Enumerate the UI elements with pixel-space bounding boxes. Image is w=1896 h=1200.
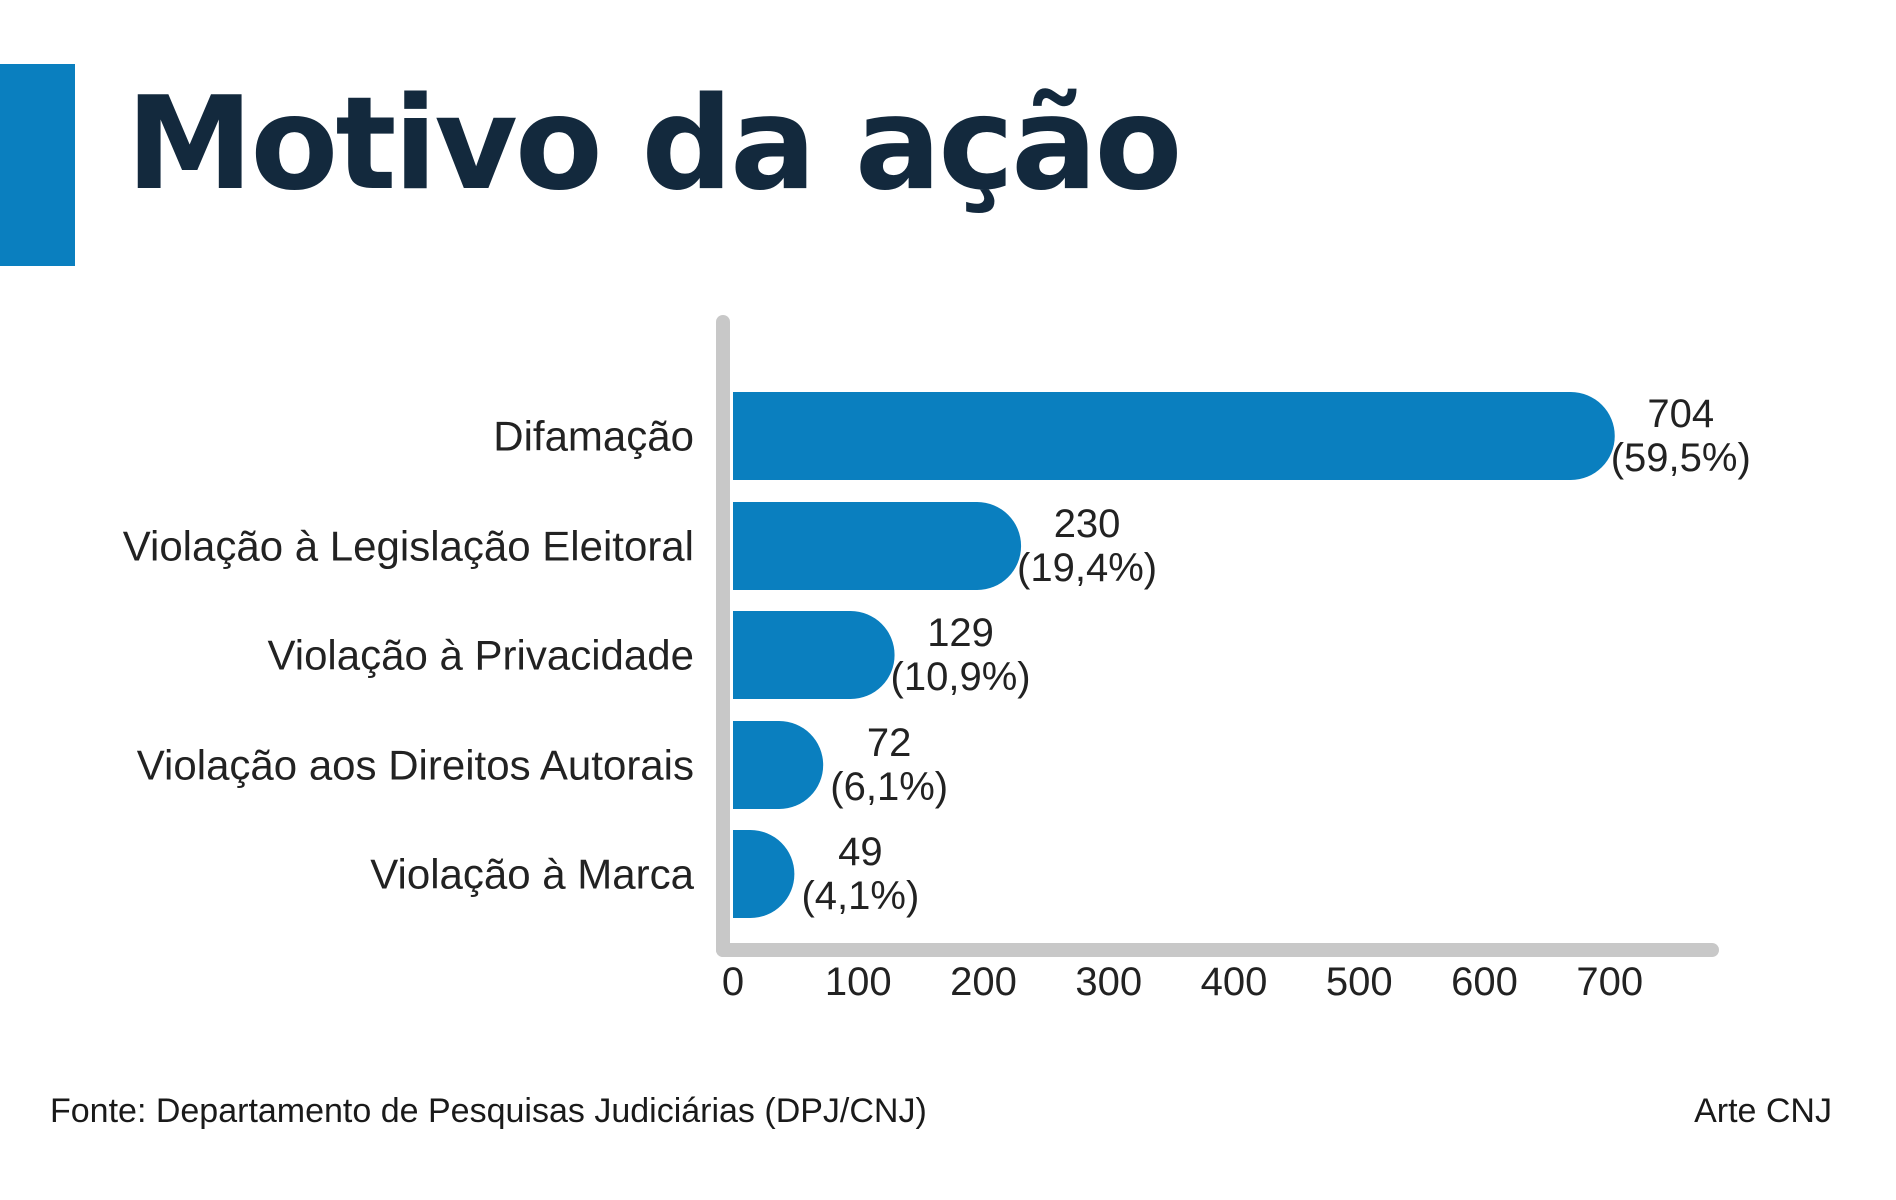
percent-label-4: (6,1%) [830,765,948,809]
bar-4 [733,721,824,809]
bar-5 [733,830,795,918]
value-label-1: 704 [1647,392,1714,436]
percent-label-1: (59,5%) [1611,436,1751,480]
x-tick-label-500: 500 [1326,960,1393,1004]
category-label-2: Violação à Legislação Eleitoral [123,523,694,570]
page-title: Motivo da ação [126,70,1182,219]
source-note: Fonte: Departamento de Pesquisas Judiciá… [50,1092,927,1130]
percent-label-3: (10,9%) [891,655,1031,699]
bar-2 [733,502,1022,590]
category-label-1: Difamação [493,413,694,460]
x-tick-label-0: 0 [722,960,744,1004]
category-label-4: Violação aos Direitos Autorais [137,742,694,789]
x-tick-label-200: 200 [950,960,1017,1004]
bar-3 [733,611,895,699]
x-tick-label-300: 300 [1075,960,1142,1004]
bar-chart: Difamação 704(59,5%) Violação à Legislação… [123,315,1751,1004]
x-tick-label-700: 700 [1576,960,1643,1004]
value-label-2: 230 [1054,502,1121,546]
category-label-3: Violação à Privacidade [267,632,694,679]
x-tick-label-400: 400 [1201,960,1268,1004]
x-tick-label-600: 600 [1451,960,1518,1004]
x-tick-label-100: 100 [825,960,892,1004]
art-credit: Arte CNJ [1694,1092,1832,1130]
percent-label-5: (4,1%) [801,874,919,918]
percent-label-2: (19,4%) [1017,546,1157,590]
bar-1 [733,392,1615,480]
value-label-4: 72 [867,721,912,765]
value-label-3: 129 [927,611,994,655]
category-label-5: Violação à Marca [370,851,694,898]
title-accent-bar [0,64,75,266]
value-label-5: 49 [838,830,883,874]
